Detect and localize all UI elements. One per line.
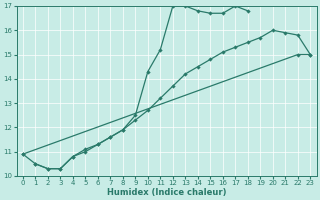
X-axis label: Humidex (Indice chaleur): Humidex (Indice chaleur) bbox=[107, 188, 226, 197]
